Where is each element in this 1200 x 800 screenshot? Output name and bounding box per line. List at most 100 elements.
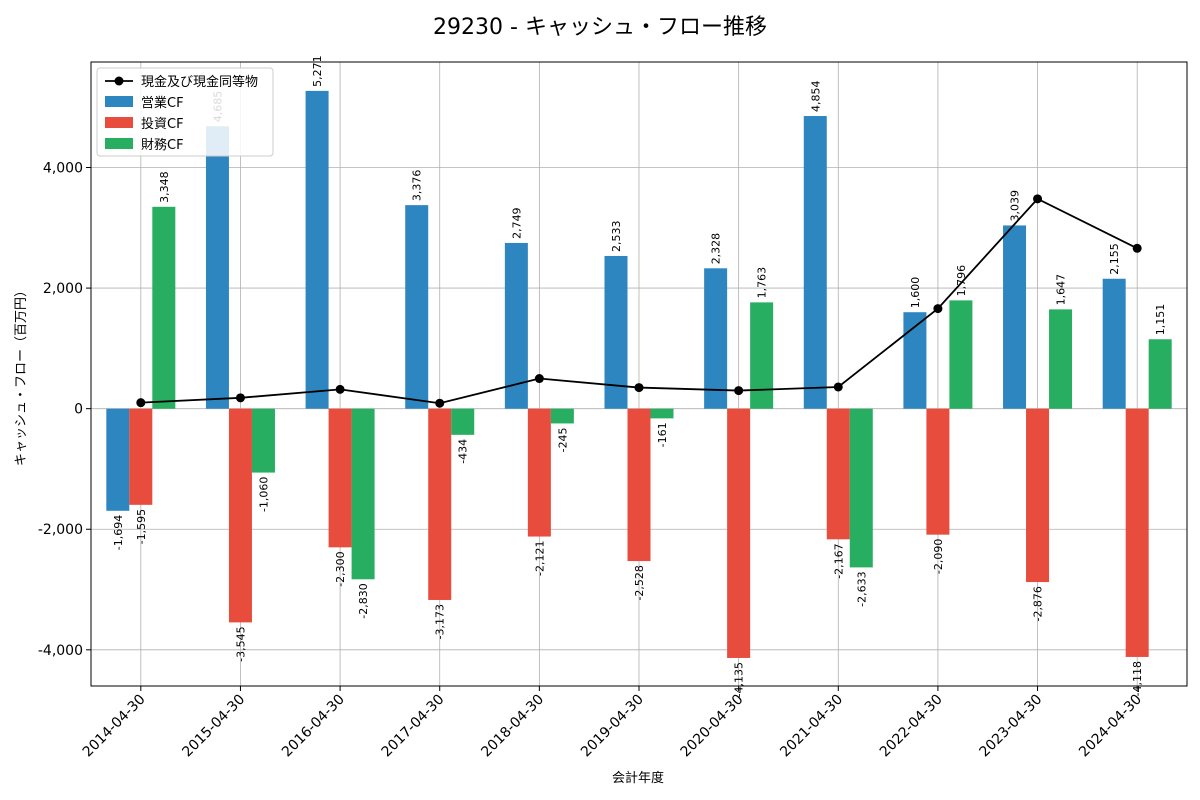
legend-swatch: [105, 117, 133, 128]
cash-point: [534, 374, 544, 384]
chart-title: 29230 - キャッシュ・フロー推移: [433, 15, 767, 40]
cash-point: [435, 398, 445, 408]
data-label: 2,749: [510, 207, 523, 239]
data-label: -2,830: [357, 583, 370, 618]
x-tick-label: 2017-04-30: [379, 692, 448, 761]
bar-financing: [750, 302, 774, 409]
bar-financing: [351, 408, 375, 580]
legend-label: 営業CF: [141, 95, 184, 111]
bar-operating: [1102, 278, 1126, 409]
bar-financing: [650, 408, 674, 419]
data-label: -2,300: [334, 551, 347, 586]
data-label: -2,121: [533, 541, 546, 576]
cash-point: [235, 393, 245, 403]
bar-operating: [305, 90, 329, 409]
y-tick-label: -4,000: [38, 643, 83, 659]
data-label: -1,595: [135, 509, 148, 544]
legend-swatch-marker: [114, 76, 124, 86]
data-label: 2,155: [1108, 243, 1121, 275]
cash-point: [1033, 194, 1043, 204]
data-label: -1,060: [257, 477, 270, 512]
bar-operating: [504, 242, 528, 409]
data-label: 3,348: [158, 171, 171, 203]
legend-label: 投資CF: [141, 116, 184, 132]
x-tick-label: 2015-04-30: [179, 692, 248, 761]
data-label: -3,545: [234, 626, 247, 661]
bar-investing: [727, 408, 751, 658]
data-labels: -1,6944,6855,2713,3762,7492,5332,3284,85…: [112, 55, 1167, 697]
bar-financing: [550, 408, 574, 424]
data-label: 3,039: [1009, 190, 1022, 222]
data-label: -2,167: [832, 543, 845, 578]
data-label: -4,135: [733, 662, 746, 697]
cash-point: [933, 304, 943, 314]
data-label: 1,763: [756, 267, 769, 299]
cash-line: [136, 194, 1142, 408]
data-label: -2,528: [633, 565, 646, 600]
data-label: -245: [556, 427, 569, 452]
bar-operating: [903, 312, 927, 409]
bar-operating: [405, 205, 429, 409]
legend-box: [96, 67, 274, 157]
data-label: 3,376: [411, 170, 424, 202]
data-label: 5,271: [311, 55, 324, 87]
data-label: -1,694: [112, 515, 125, 550]
y-axis-label: キャッシュ・フロー（百万円）: [14, 284, 29, 466]
bar-investing: [627, 408, 651, 562]
x-tick-label: 2019-04-30: [578, 692, 647, 761]
y-tick-label: -2,000: [38, 522, 83, 538]
cash-point: [335, 384, 345, 394]
data-label: 2,533: [610, 220, 623, 252]
data-label: 4,854: [809, 81, 822, 113]
y-tick-label: 2,000: [43, 281, 83, 297]
legend-label: 財務CF: [141, 138, 184, 153]
x-tick-label: 2024-04-30: [1076, 692, 1145, 761]
cash-point: [634, 383, 644, 393]
bar-investing: [328, 408, 352, 548]
bar-investing: [129, 408, 153, 505]
bar-investing: [926, 408, 950, 535]
x-tick-label: 2023-04-30: [977, 692, 1046, 761]
y-tick-label: 0: [74, 402, 83, 418]
bar-operating: [205, 126, 229, 409]
bar-investing: [826, 408, 850, 540]
data-label: 1,600: [909, 277, 922, 309]
data-label: -2,090: [932, 539, 945, 574]
bar-financing: [152, 206, 176, 409]
x-tick-label: 2020-04-30: [678, 692, 747, 761]
bar-financing: [451, 408, 475, 435]
cash-point: [734, 386, 744, 396]
data-label: -161: [656, 422, 669, 447]
data-label: 1,647: [1055, 274, 1068, 306]
legend-label: 現金及び現金同等物: [141, 74, 258, 90]
bar-financing: [949, 300, 973, 409]
bar-financing: [849, 408, 873, 568]
bars: [106, 90, 1172, 658]
y-tick-label: 4,000: [43, 161, 83, 177]
data-label: 2,328: [710, 233, 723, 265]
legend-swatch: [105, 138, 133, 149]
bar-investing: [228, 408, 252, 623]
data-label: 1,151: [1154, 304, 1167, 336]
data-label: -2,633: [855, 571, 868, 606]
bar-financing: [251, 408, 275, 473]
x-tick-label: 2018-04-30: [478, 692, 547, 761]
data-label: -2,876: [1032, 586, 1045, 621]
x-tick-label: 2016-04-30: [279, 692, 348, 761]
x-tick-label: 2021-04-30: [777, 692, 846, 761]
bar-investing: [527, 408, 551, 537]
legend-swatch: [105, 96, 133, 107]
cash-point: [833, 382, 843, 392]
data-label: -3,173: [434, 604, 447, 639]
bar-investing: [1026, 408, 1050, 583]
bar-investing: [1125, 408, 1149, 657]
cash-point: [1132, 243, 1142, 253]
bar-financing: [1148, 339, 1172, 409]
data-label: -434: [457, 439, 470, 464]
x-tick-label: 2014-04-30: [80, 692, 149, 761]
bar-operating: [106, 408, 130, 511]
cash-point: [136, 398, 146, 408]
